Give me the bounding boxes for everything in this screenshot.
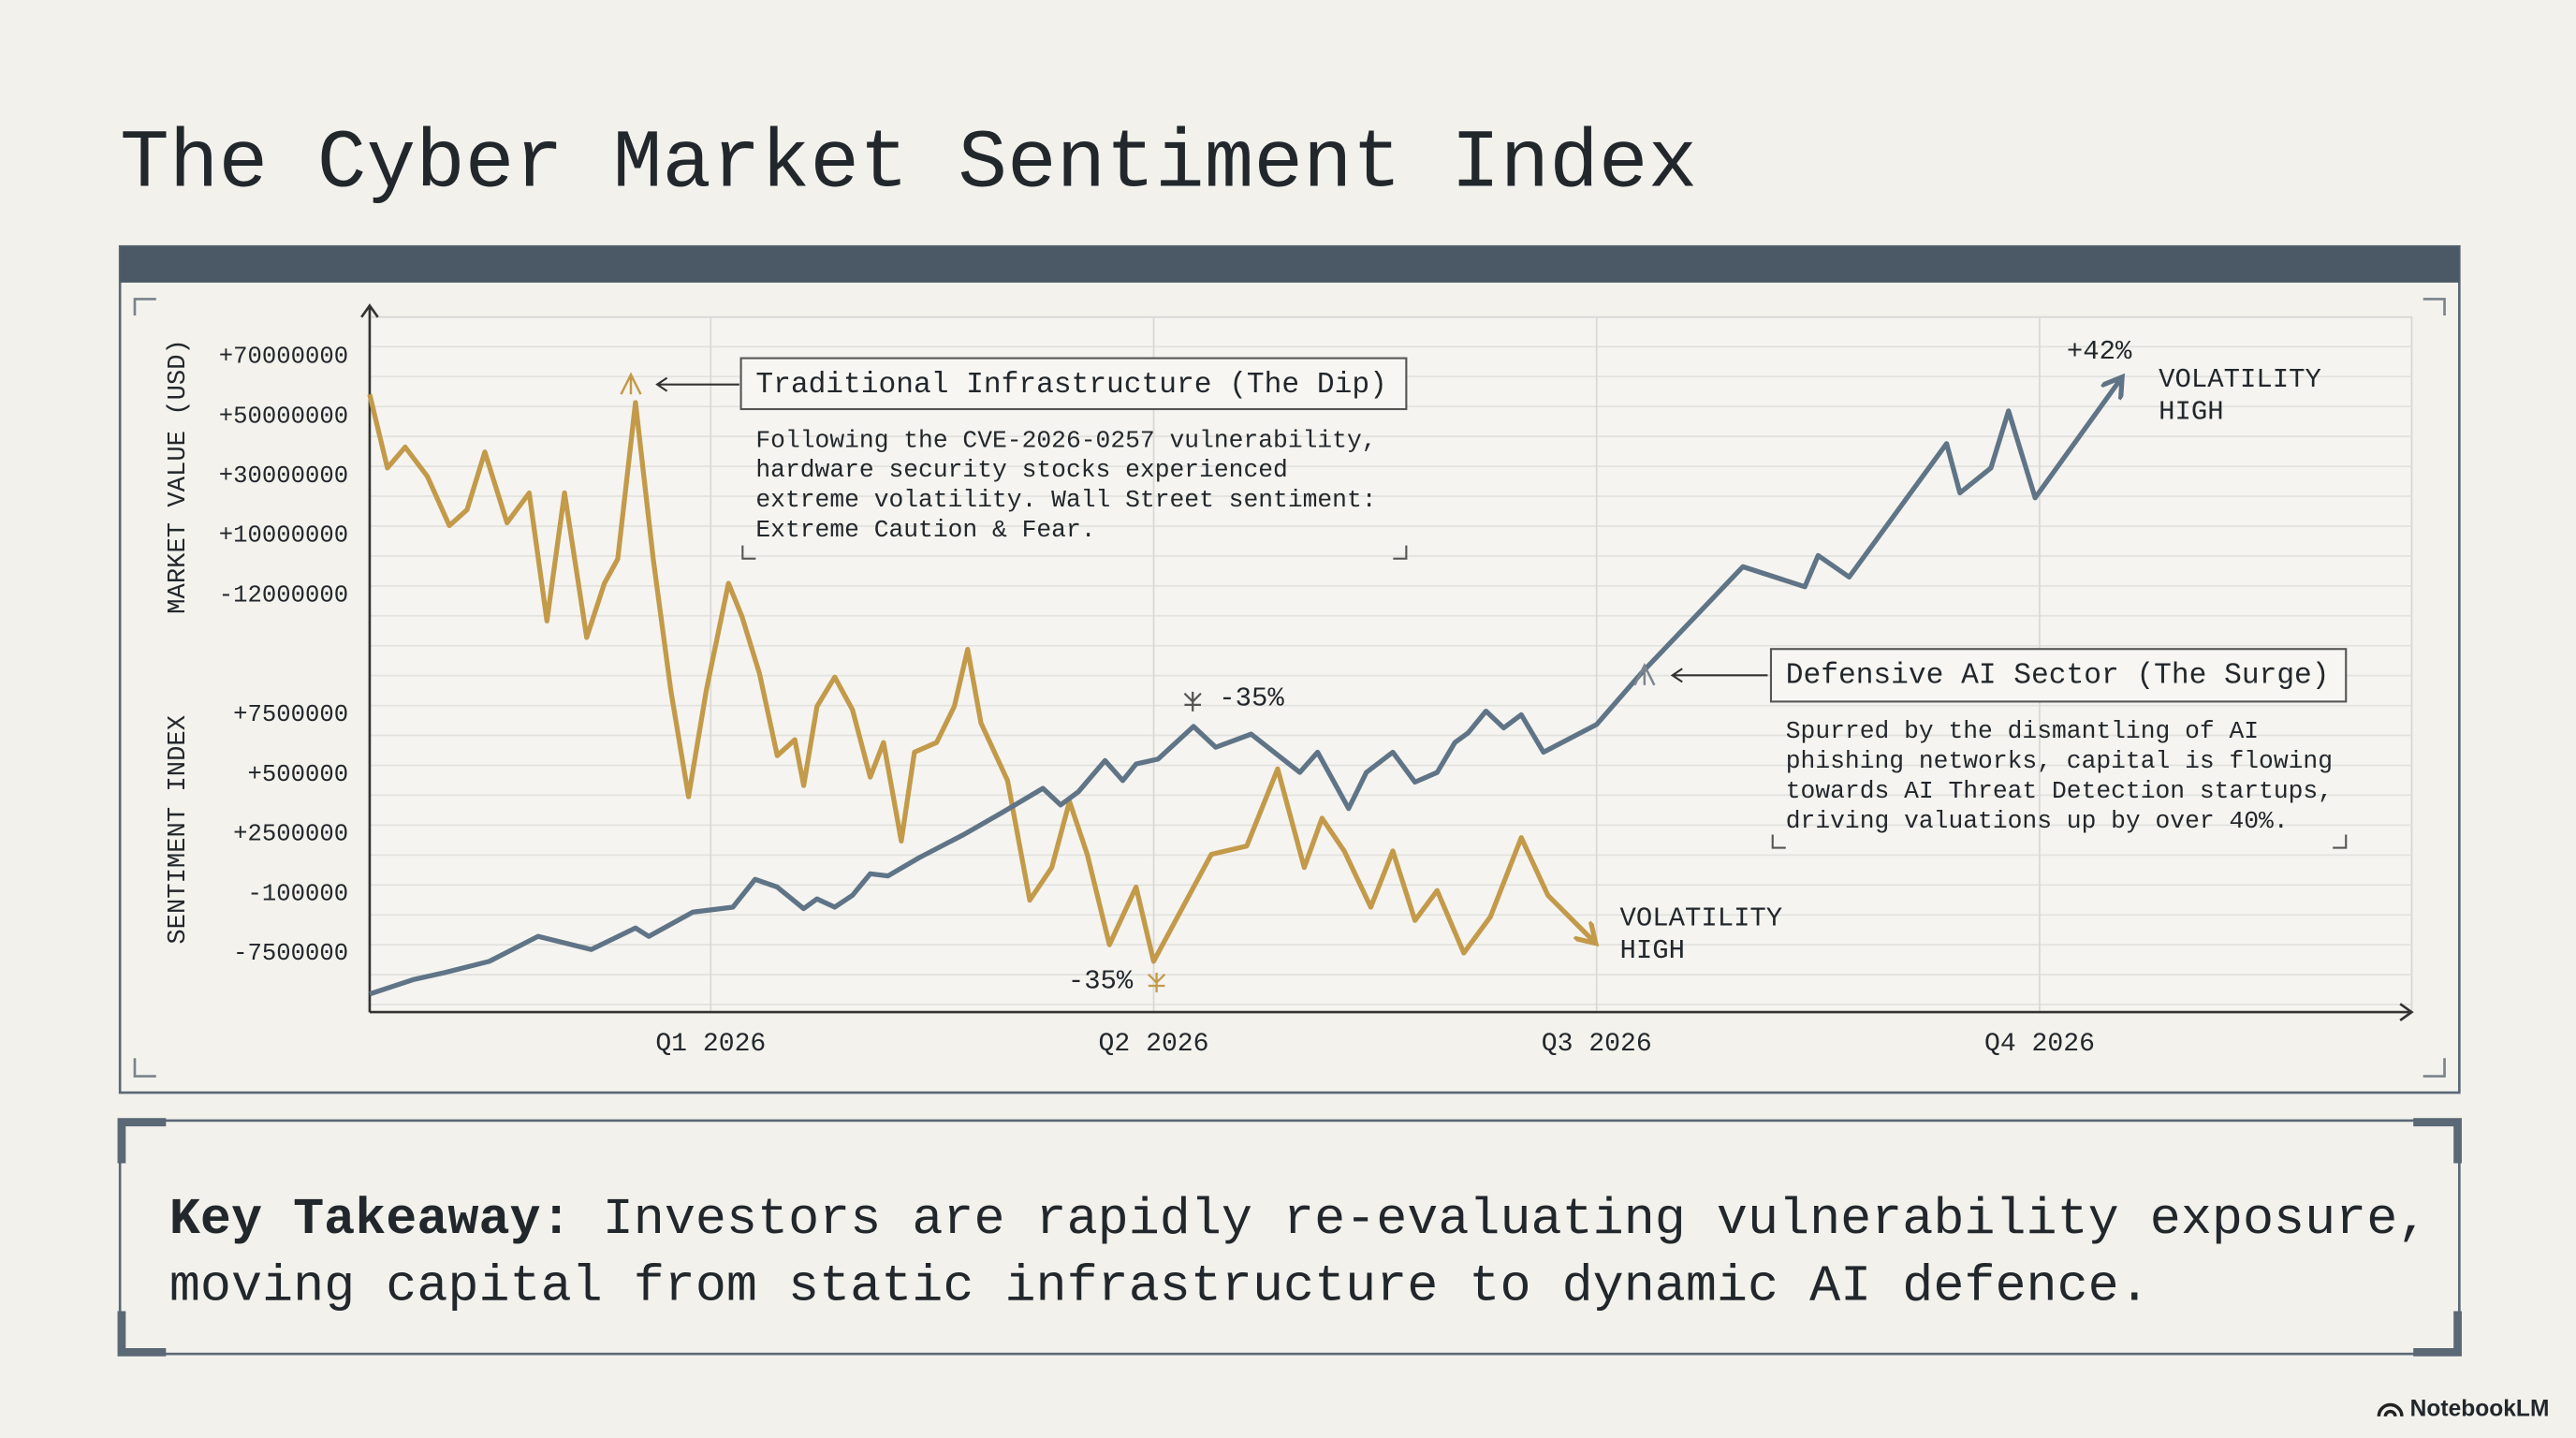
y-tick-label: +500000 — [248, 761, 349, 788]
branding: NotebookLM — [2410, 1396, 2550, 1421]
y-tick-label: +10000000 — [219, 522, 348, 550]
y-tick-label: +50000000 — [219, 403, 348, 430]
callout-body: driving valuations up by over 40%. — [1786, 807, 2289, 835]
end-label: HIGH — [2159, 396, 2223, 427]
callout-body: towards AI Threat Detection startups, — [1786, 777, 2333, 805]
y-tick-label: -100000 — [248, 880, 349, 907]
y-axis — [360, 303, 379, 1013]
series-line — [367, 393, 1592, 964]
takeaway-label: Key Takeaway: — [169, 1190, 572, 1249]
x-tick-label: Q2 2026 — [1099, 1030, 1209, 1059]
callout-body: phishing networks, capital is flowing — [1786, 747, 2333, 775]
takeaway-text — [572, 1190, 603, 1249]
brand-logo — [2377, 1402, 2404, 1417]
callout-title: Traditional Infrastructure (The Dip) — [755, 369, 1386, 402]
x-tick-label: Q3 2026 — [1542, 1030, 1652, 1059]
annotation: -35% — [1219, 683, 1284, 714]
annotation-icon — [1148, 972, 1166, 993]
end-label: HIGH — [1620, 935, 1685, 966]
frame-header-bar — [120, 246, 2460, 283]
annotation: -35% — [1068, 965, 1134, 996]
takeaway-line-2: moving capital from static infrastructur… — [169, 1257, 2150, 1316]
callout-box — [739, 357, 1408, 411]
y-tick-label: +30000000 — [219, 462, 348, 490]
callout-brackets — [1771, 834, 2348, 849]
annotation: +42% — [2067, 336, 2132, 367]
chart: Q1 2026 Q2 2026 Q3 2026 Q4 2026 MARKET VALUE… — [164, 303, 2414, 1059]
end-label: VOLATILITY — [2159, 364, 2321, 395]
takeaway-line-1: Key Takeaway: Investors are rapidly re-e… — [169, 1190, 2429, 1249]
takeaway-box — [118, 1119, 2461, 1356]
callout-body: Spurred by the dismantling of AI — [1786, 717, 2259, 745]
callout-body: Following the CVE-2026-0257 vulnerabilit… — [755, 426, 1376, 454]
y-axis-title: MARKET VALUE (USD) — [164, 339, 193, 614]
callout-title: Defensive AI Sector (The Surge) — [1786, 660, 2330, 693]
y-tick-label: +2500000 — [233, 821, 348, 848]
x-axis — [369, 1003, 2414, 1021]
callout-brackets — [741, 545, 1408, 560]
y-tick-label: +70000000 — [219, 344, 348, 371]
end-label: VOLATILITY — [1620, 903, 1783, 934]
callout-arrow — [655, 376, 739, 392]
y-tick-label: -7500000 — [233, 940, 348, 967]
y-tick-label: -12000000 — [219, 581, 348, 609]
x-tick-label: Q4 2026 — [1984, 1030, 2095, 1059]
callout-body: Extreme Caution & Fear. — [755, 516, 1095, 544]
callout-icon — [620, 372, 642, 395]
frame-corners — [133, 298, 2446, 1078]
takeaway-corners — [117, 1118, 2462, 1357]
y-tick-label: +7500000 — [233, 701, 348, 728]
callout-box — [1769, 648, 2348, 703]
y-axis-title: SENTIMENT INDEX — [164, 715, 193, 945]
series-line — [369, 381, 2119, 997]
callout-body: extreme volatility. Wall Street sentimen… — [755, 486, 1376, 514]
slide-title: The Cyber Market Sentiment Index — [120, 119, 1697, 212]
callout-icon — [1633, 663, 1656, 686]
takeaway-text: Investors are rapidly re-evaluating vuln… — [603, 1190, 2429, 1249]
annotation-icon — [1183, 691, 1202, 712]
x-tick-label: Q1 2026 — [655, 1030, 766, 1059]
callout-arrow — [1670, 668, 1768, 683]
callout-body: hardware security stocks experienced — [755, 456, 1287, 484]
